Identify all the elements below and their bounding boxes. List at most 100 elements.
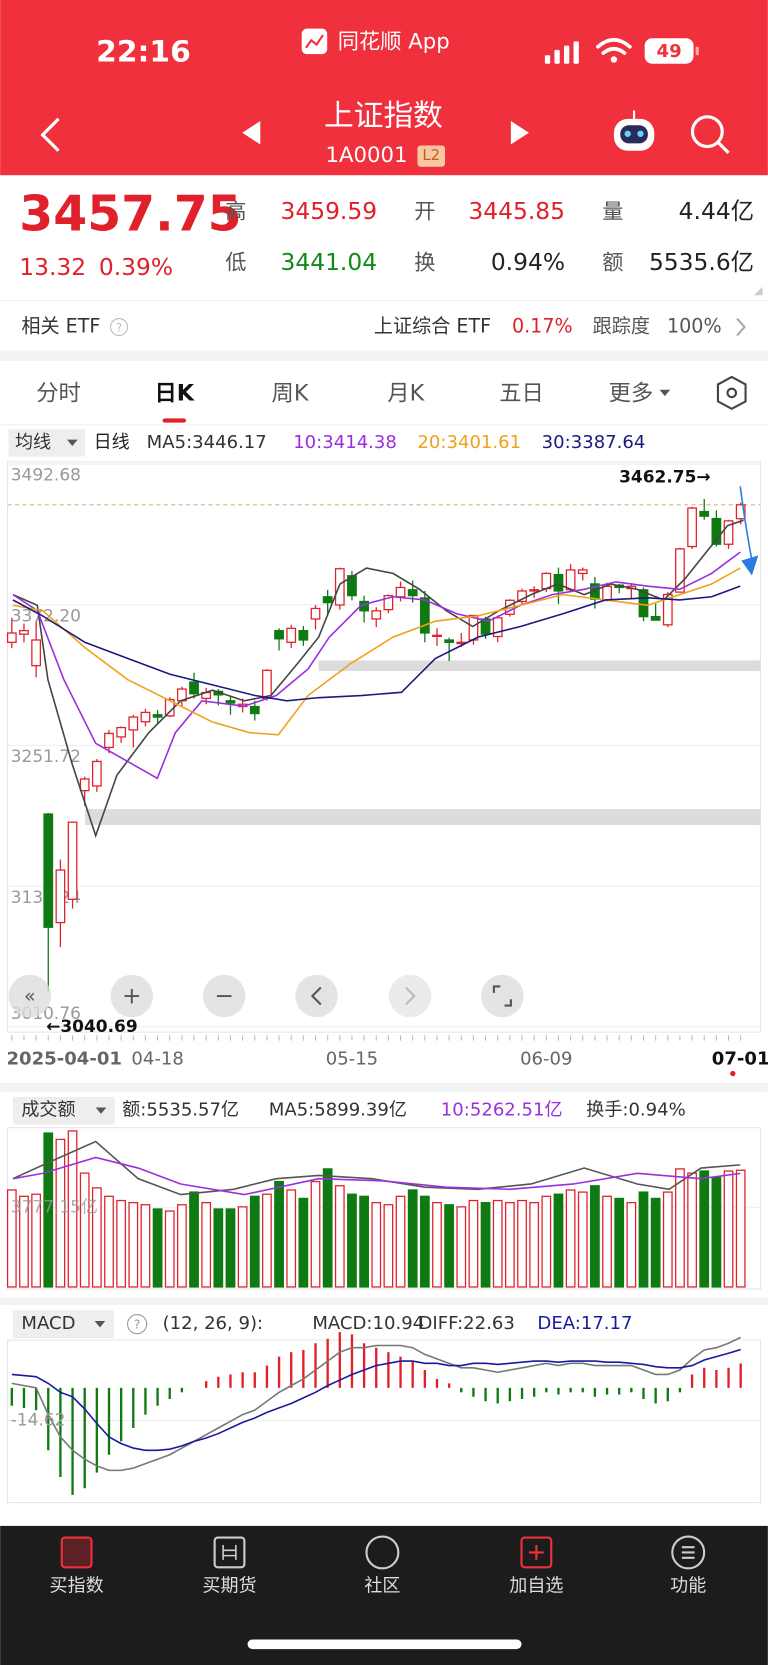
etf-more[interactable] — [736, 317, 746, 337]
volume-bar — [444, 1204, 455, 1288]
field-label: 开 — [414, 199, 435, 224]
volume-bar — [128, 1202, 139, 1288]
candle-body — [128, 716, 139, 731]
field-label: 高 — [225, 199, 246, 224]
assistant-button[interactable] — [613, 110, 655, 151]
tab[interactable]: 日K — [155, 380, 195, 406]
macd-legend: MACD:10.94 — [312, 1313, 424, 1334]
corner — [754, 286, 763, 296]
price: 3457.75 — [19, 186, 241, 243]
help-icon[interactable] — [127, 1314, 148, 1335]
tab[interactable]: 分时 — [36, 380, 81, 406]
zoom-out[interactable] — [202, 974, 246, 1018]
volume-bar — [687, 1172, 697, 1288]
badge: L2 — [422, 146, 440, 164]
nav-label[interactable]: 买指数 — [50, 1575, 104, 1596]
volume-selector-bg[interactable] — [12, 1096, 115, 1125]
volume-bar — [419, 1195, 430, 1288]
scroll-right[interactable] — [388, 974, 432, 1018]
volume-bar — [650, 1197, 661, 1288]
candle-body — [286, 627, 297, 643]
volume-bar — [6, 1189, 17, 1288]
tab[interactable]: 周K — [272, 380, 310, 406]
candle-body — [6, 632, 17, 643]
volume-bar — [237, 1206, 248, 1288]
tracking-label: 跟踪度 — [593, 315, 650, 338]
zoom-in[interactable] — [110, 974, 154, 1018]
app-icon — [301, 28, 328, 55]
candle-body — [189, 681, 199, 695]
volume-bar — [79, 1172, 90, 1288]
volume-bar — [577, 1191, 588, 1288]
x-tick-label: 04-18 — [131, 1049, 183, 1070]
tab[interactable]: 五日 — [499, 380, 544, 406]
x-tick-label: 2025-04-01 — [7, 1049, 122, 1070]
candle-body — [711, 517, 722, 545]
tab[interactable]: 更多 — [609, 380, 654, 406]
y-tick-label: 3492.68 — [11, 466, 81, 486]
field-value: 4.44亿 — [679, 197, 754, 225]
nav-label[interactable]: 社区 — [364, 1575, 400, 1596]
volume-bar — [152, 1208, 163, 1288]
home-indicator — [247, 1639, 522, 1650]
main-frame — [7, 461, 761, 1033]
period: 日线 — [94, 432, 130, 453]
nav-icon — [60, 1536, 93, 1569]
volume-bar — [164, 1210, 175, 1288]
nav-label[interactable]: 加自选 — [509, 1575, 563, 1596]
help-mark: ? — [134, 1318, 141, 1333]
separator — [0, 1083, 768, 1092]
nav-icon — [520, 1536, 553, 1569]
macd-params: (12, 26, 9): — [163, 1313, 264, 1334]
icon — [310, 986, 322, 1006]
field-label: 量 — [602, 199, 623, 224]
index-title: 上证指数 — [324, 98, 443, 133]
next-button[interactable] — [510, 121, 529, 145]
candle-body — [310, 607, 321, 620]
fullscreen[interactable] — [481, 974, 524, 1018]
field-label: 低 — [225, 250, 246, 275]
high-label: 3462.75→ — [619, 468, 711, 488]
volume-bar — [638, 1191, 649, 1288]
first-button[interactable] — [8, 974, 52, 1018]
volume-bar — [432, 1202, 442, 1288]
nav-icon — [671, 1535, 706, 1570]
candle-body — [602, 585, 612, 601]
y-tick-label: 3372.20 — [11, 606, 81, 626]
tab[interactable]: 月K — [387, 380, 425, 406]
macd-legend: DIFF:22.63 — [419, 1313, 515, 1334]
search-button[interactable] — [690, 115, 730, 155]
etf-label: 相关 ETF — [21, 315, 100, 338]
icon — [492, 985, 512, 1007]
volume-bar — [675, 1168, 685, 1288]
volume-bar — [31, 1193, 41, 1288]
volume-bar — [735, 1169, 746, 1288]
volume-chart: 3777.15亿 — [6, 1130, 761, 1288]
macd-legend: DEA:17.17 — [537, 1313, 632, 1334]
scroll-left[interactable] — [295, 974, 338, 1018]
macd-selector-bg[interactable] — [12, 1310, 114, 1338]
etf-name: 上证综合 ETF — [374, 315, 491, 338]
candle-body — [419, 597, 430, 634]
settings-button[interactable] — [716, 375, 747, 411]
volume-bar — [480, 1202, 491, 1288]
volume-bar — [541, 1195, 552, 1288]
volume-bar — [553, 1193, 564, 1288]
x-tick-label: 05-15 — [326, 1049, 378, 1070]
wifi — [596, 37, 632, 55]
candle-body — [322, 596, 333, 604]
back-button[interactable] — [40, 117, 60, 152]
nav-label[interactable]: 功能 — [670, 1575, 706, 1596]
volume-bar — [614, 1197, 625, 1288]
candle-body — [395, 586, 406, 598]
field-label: 额 — [602, 250, 623, 275]
volume-legend: 额:5535.57亿 — [122, 1100, 239, 1121]
more-caret — [659, 389, 671, 397]
icon: − — [214, 982, 234, 1010]
field-value: 3441.04 — [280, 248, 377, 276]
prev-button[interactable] — [242, 121, 261, 145]
arrow — [739, 486, 753, 561]
index-code: 1A0001 — [325, 143, 407, 168]
nav-label[interactable]: 买期货 — [202, 1575, 256, 1596]
volume-bar — [334, 1185, 345, 1288]
